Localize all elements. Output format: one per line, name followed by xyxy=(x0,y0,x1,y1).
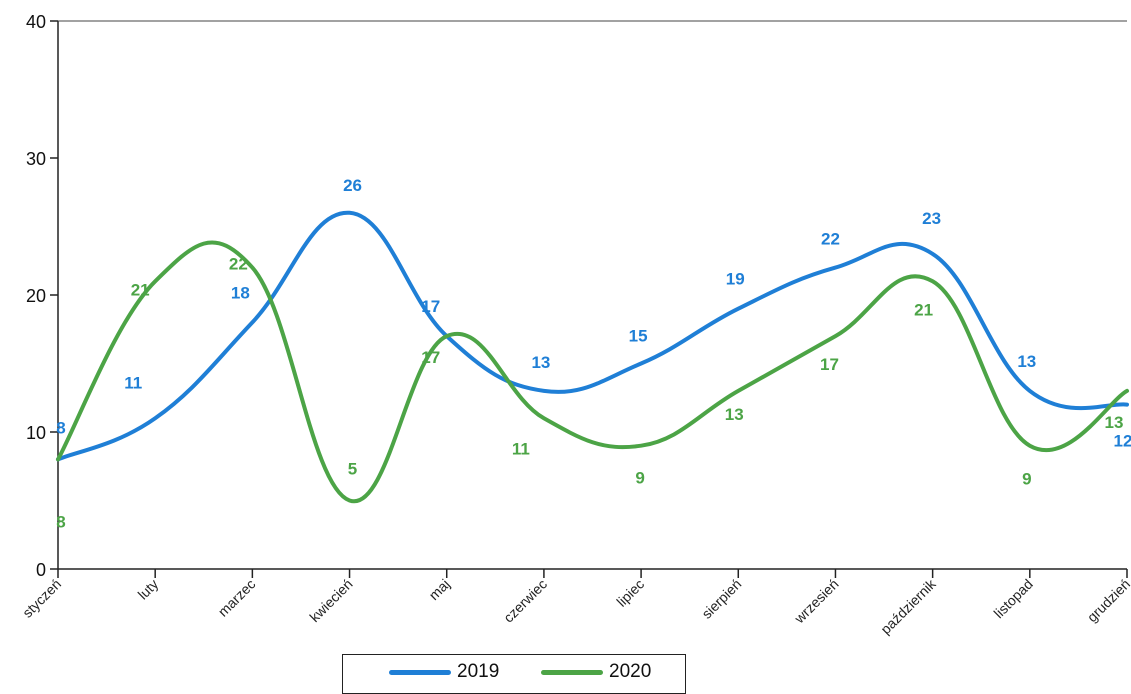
data-label-2020: 21 xyxy=(914,300,933,319)
x-tick-label: styczeń xyxy=(19,576,64,621)
legend-swatch-2020 xyxy=(541,669,603,675)
chart-legend: 2019 2020 xyxy=(342,654,686,694)
x-tick-label: lipiec xyxy=(613,576,647,610)
data-label-2020: 9 xyxy=(635,469,644,488)
data-label-2020: 17 xyxy=(820,355,839,374)
data-label-2019: 13 xyxy=(531,353,550,372)
data-label-2019: 12 xyxy=(1114,432,1131,451)
series-lines xyxy=(56,210,1129,504)
series-line-2019 xyxy=(56,210,1129,462)
data-label-2020: 5 xyxy=(348,460,357,479)
data-label-2019: 18 xyxy=(231,283,250,302)
x-tick-label: marzec xyxy=(215,576,259,620)
x-tick-label: październik xyxy=(877,575,939,637)
data-label-2020: 9 xyxy=(1022,470,1031,489)
data-label-2020: 22 xyxy=(229,255,248,274)
data-label-2020: 11 xyxy=(512,439,530,458)
data-label-2020: 13 xyxy=(1105,413,1124,432)
data-labels: 8111826171315192223131282122517119131721… xyxy=(56,176,1131,532)
data-label-2019: 26 xyxy=(343,176,362,195)
y-axis-ticks: 0 10 20 30 40 xyxy=(26,12,58,580)
legend-swatch-2019 xyxy=(389,669,451,675)
x-axis-ticks: styczeń luty marzec kwiecień maj czerwiec lipi… xyxy=(19,569,1131,637)
legend-item-2020: 2020 xyxy=(541,661,651,683)
data-label-2019: 19 xyxy=(726,270,745,289)
x-tick-label: grudzień xyxy=(1084,576,1131,625)
x-tick-label: sierpień xyxy=(698,576,744,622)
data-label-2019: 23 xyxy=(922,209,941,228)
data-label-2019: 11 xyxy=(124,373,142,392)
data-label-2020: 17 xyxy=(421,348,440,367)
data-label-2020: 8 xyxy=(56,512,65,531)
series-line-2020 xyxy=(56,240,1129,504)
y-tick-label: 0 xyxy=(36,560,46,580)
y-tick-label: 10 xyxy=(26,423,46,443)
data-label-2020: 21 xyxy=(131,280,150,299)
x-tick-label: maj xyxy=(426,576,453,603)
x-tick-label: luty xyxy=(135,576,162,603)
y-tick-label: 30 xyxy=(26,149,46,169)
x-tick-label: kwiecień xyxy=(306,576,355,625)
legend-label-2019: 2019 xyxy=(457,661,500,682)
data-label-2019: 13 xyxy=(1017,352,1036,371)
data-label-2019: 17 xyxy=(421,297,440,316)
y-tick-label: 20 xyxy=(26,286,46,306)
x-tick-label: listopad xyxy=(990,576,1035,621)
data-label-2020: 13 xyxy=(725,405,744,424)
x-tick-label: czerwiec xyxy=(500,576,550,626)
y-tick-label: 40 xyxy=(26,12,46,32)
x-tick-label: wrzesień xyxy=(790,576,841,627)
data-label-2019: 15 xyxy=(629,327,648,346)
data-label-2019: 8 xyxy=(56,418,65,437)
legend-item-2019: 2019 xyxy=(389,661,499,683)
data-label-2019: 22 xyxy=(821,230,840,249)
legend-label-2020: 2020 xyxy=(609,661,652,682)
